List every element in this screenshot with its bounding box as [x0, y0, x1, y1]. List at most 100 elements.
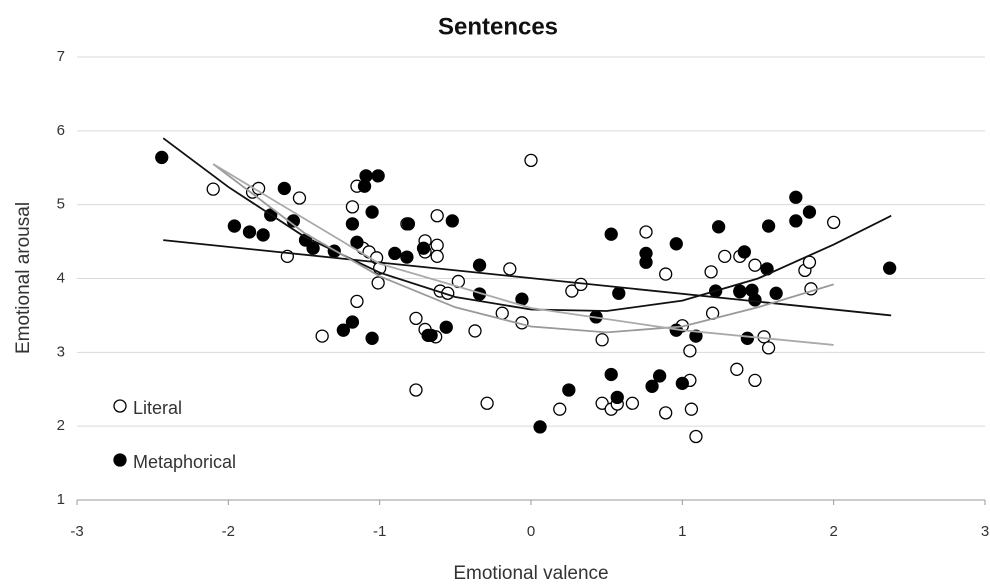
point	[748, 258, 762, 272]
x-tick-label: -1	[373, 523, 386, 540]
trend-line	[212, 163, 834, 334]
point	[206, 182, 220, 196]
legend-label: Literal	[133, 398, 182, 418]
point	[256, 228, 270, 242]
point	[409, 383, 423, 397]
point	[675, 376, 689, 390]
point	[689, 329, 703, 343]
point	[604, 227, 618, 241]
point	[242, 225, 257, 239]
point	[595, 333, 609, 347]
point	[359, 169, 373, 183]
point	[439, 320, 453, 334]
point	[401, 217, 416, 231]
point	[669, 237, 683, 251]
point	[645, 379, 659, 393]
y-tick-label: 1	[57, 491, 65, 508]
x-tick-label: 1	[678, 523, 686, 540]
point	[345, 200, 360, 214]
legend-marker	[113, 453, 127, 467]
point	[400, 250, 414, 264]
point	[445, 214, 459, 228]
point	[789, 214, 803, 228]
point	[612, 286, 626, 300]
point	[683, 344, 697, 358]
point	[472, 258, 487, 272]
point	[737, 245, 752, 259]
point	[689, 429, 703, 444]
x-tick-label: -2	[222, 523, 235, 540]
point	[480, 396, 494, 410]
x-tick-label: 0	[527, 523, 535, 540]
point	[712, 220, 726, 234]
point	[350, 235, 364, 249]
point	[802, 205, 817, 219]
point	[350, 294, 364, 309]
point	[409, 311, 423, 326]
legend-marker	[113, 399, 127, 413]
y-tick-label: 4	[57, 269, 65, 286]
point	[684, 402, 699, 416]
point	[595, 396, 609, 410]
point	[659, 267, 673, 281]
y-tick-label: 6	[57, 122, 65, 139]
point	[604, 367, 618, 382]
y-tick-label: 7	[57, 48, 65, 65]
point	[748, 373, 762, 388]
point	[371, 169, 385, 183]
point	[388, 246, 402, 261]
point	[652, 369, 667, 383]
point	[430, 209, 444, 223]
point	[468, 324, 482, 338]
point	[761, 341, 776, 355]
point	[227, 219, 242, 233]
chart-title: Sentences	[438, 13, 558, 40]
x-axis-label: Emotional valence	[453, 563, 608, 584]
y-tick-label: 3	[57, 343, 65, 360]
legend-label: Metaphorical	[133, 452, 236, 472]
point	[371, 276, 385, 290]
point	[565, 284, 579, 298]
point	[718, 249, 732, 264]
point	[740, 331, 755, 345]
x-tick-label: -3	[70, 523, 83, 540]
point	[553, 402, 567, 416]
point	[365, 331, 379, 345]
point	[345, 217, 360, 231]
y-tick-label: 5	[57, 196, 65, 213]
point	[733, 285, 747, 299]
trend-line	[162, 137, 892, 312]
point	[503, 262, 517, 276]
y-axis-label: Emotional arousal	[13, 202, 34, 354]
point	[365, 205, 379, 219]
x-tick-label: 3	[981, 523, 989, 540]
point	[345, 315, 360, 329]
point	[424, 328, 438, 343]
x-tick-label: 2	[829, 523, 837, 540]
point	[610, 390, 624, 405]
point	[827, 215, 841, 230]
point	[639, 225, 653, 239]
point	[761, 219, 776, 233]
point	[533, 420, 547, 434]
point	[430, 249, 444, 264]
point	[639, 255, 653, 269]
y-tick-label: 2	[57, 417, 65, 434]
point	[883, 261, 897, 275]
point	[748, 293, 762, 307]
point	[155, 150, 169, 165]
point	[277, 181, 291, 196]
point	[757, 330, 771, 344]
point	[562, 383, 576, 397]
point	[704, 265, 718, 279]
point	[769, 286, 783, 300]
trend-line	[163, 239, 892, 317]
point	[430, 238, 444, 252]
point	[416, 241, 431, 255]
point	[659, 406, 673, 420]
point	[315, 329, 329, 343]
point	[625, 396, 640, 410]
point	[336, 323, 350, 337]
point	[789, 190, 803, 204]
